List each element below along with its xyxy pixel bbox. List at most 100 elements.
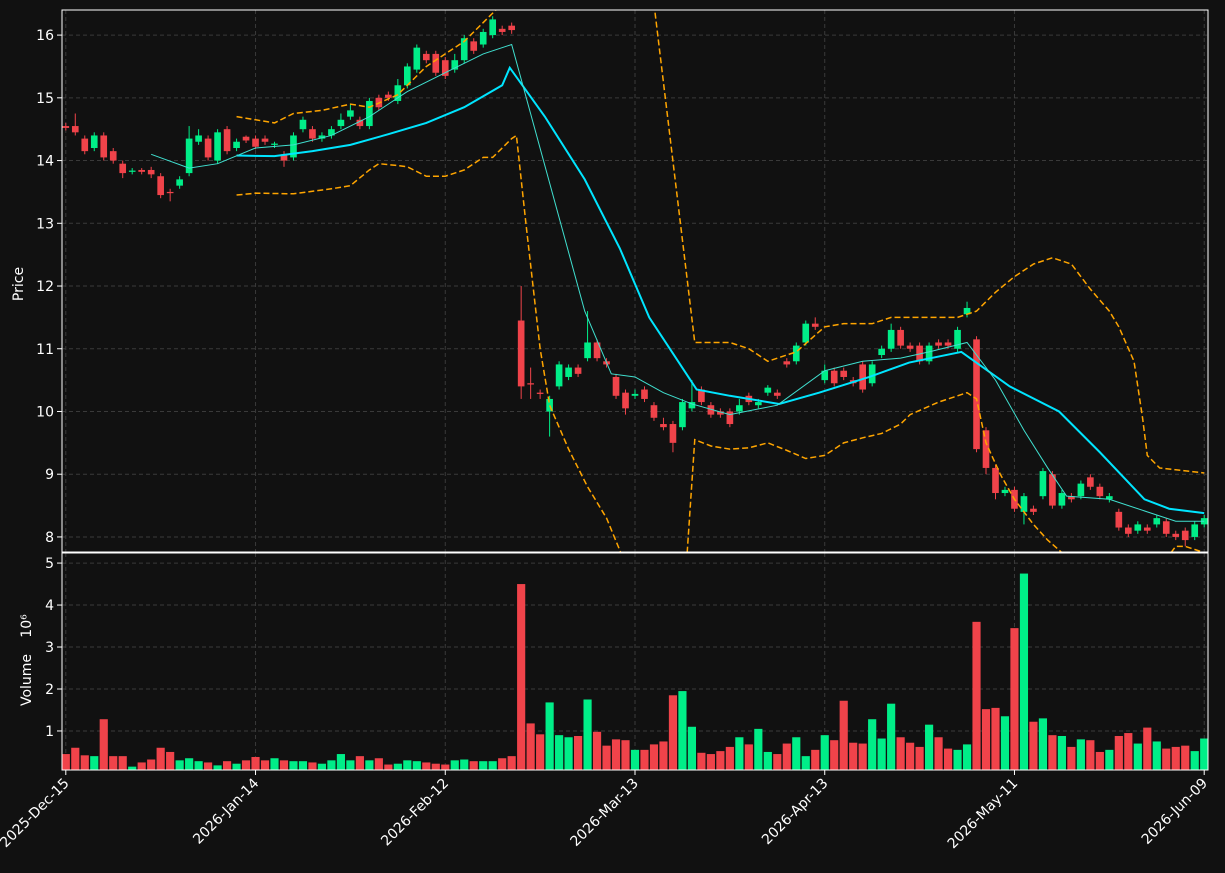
volume-bar xyxy=(460,759,469,770)
volume-bar xyxy=(99,719,108,770)
candle-body xyxy=(100,135,108,158)
candle-body xyxy=(612,376,620,396)
volume-bar xyxy=(706,754,715,770)
candle-body xyxy=(309,129,316,139)
candle-body xyxy=(109,151,117,161)
volume-bar xyxy=(61,754,70,770)
candle-body xyxy=(185,138,193,174)
volume-bar xyxy=(725,746,734,770)
volume-bar xyxy=(621,740,630,770)
volume-bar xyxy=(308,762,317,770)
volume-bar xyxy=(412,761,421,770)
volume-bar xyxy=(1076,739,1085,770)
volume-bar xyxy=(279,760,289,770)
candle-body xyxy=(555,364,563,387)
indicator-line xyxy=(686,391,1063,552)
volume-bar xyxy=(564,737,573,770)
volume-bar xyxy=(260,760,270,770)
candle-body xyxy=(717,411,724,415)
candles xyxy=(62,10,1208,552)
candle-body xyxy=(878,348,885,356)
candle-body xyxy=(906,345,914,349)
volume-bar xyxy=(830,740,839,770)
volume-bar xyxy=(915,746,924,770)
candle-body xyxy=(119,163,127,174)
candle-body xyxy=(394,85,402,101)
volume-bar xyxy=(744,744,753,770)
candle-body xyxy=(81,138,89,152)
volume-bar xyxy=(1038,718,1048,770)
candle-body xyxy=(982,430,990,468)
volume-bar xyxy=(185,758,194,770)
volume-bar xyxy=(137,762,146,770)
candle-body xyxy=(1049,474,1056,506)
volume-bar xyxy=(678,691,687,770)
volume-bar xyxy=(1162,748,1171,770)
volume-bar xyxy=(507,756,516,770)
volume-bar xyxy=(384,764,393,770)
volume-bar xyxy=(1057,736,1066,770)
candle-body xyxy=(821,370,829,381)
volume-bar xyxy=(820,735,829,770)
volume-bar xyxy=(801,756,810,770)
volume-bar xyxy=(194,761,203,770)
volume-bar xyxy=(336,754,345,770)
candle-body xyxy=(830,370,838,384)
volume-bar xyxy=(1067,746,1076,770)
volume-bar xyxy=(251,756,260,770)
candle-body xyxy=(593,342,601,359)
y-tick-label: 8 xyxy=(45,530,54,546)
candle-body xyxy=(925,345,933,362)
candle-body xyxy=(546,398,553,412)
volume-bar xyxy=(858,743,867,770)
candle-body xyxy=(1124,527,1132,534)
candle-body xyxy=(1106,496,1113,500)
volume-bar xyxy=(365,760,374,770)
candle-body xyxy=(764,387,772,393)
volume-bar xyxy=(289,761,298,770)
candle-body xyxy=(385,94,392,98)
y-tick-label: 10 xyxy=(36,404,54,420)
volume-bar xyxy=(1190,751,1199,770)
candle-body xyxy=(356,119,364,127)
candle-body xyxy=(290,135,297,158)
volume-bar xyxy=(1152,741,1161,770)
candle-body xyxy=(1181,530,1189,541)
candle-body xyxy=(128,170,136,172)
volume-bar xyxy=(1133,743,1142,770)
volume-bar xyxy=(630,749,640,770)
candle-body xyxy=(802,323,810,343)
candle-body xyxy=(432,53,440,73)
volume-bar xyxy=(317,763,327,770)
volume-bar xyxy=(934,737,943,770)
candle-body xyxy=(897,329,904,346)
volume-bar xyxy=(118,756,127,770)
candle-body xyxy=(271,143,278,145)
volume-bar xyxy=(991,707,1000,770)
volume-bar xyxy=(906,742,915,770)
candle-body xyxy=(489,19,497,36)
volume-bar xyxy=(773,754,782,770)
volume-bar xyxy=(222,761,232,770)
volume-bar xyxy=(431,763,440,770)
candle-body xyxy=(660,424,667,428)
candle-body xyxy=(992,467,999,494)
volume-bar xyxy=(611,739,621,770)
candle-body xyxy=(204,138,212,158)
indicator-line xyxy=(151,43,1205,522)
volume-bar xyxy=(166,751,175,770)
volume-bar xyxy=(943,748,953,770)
candle-body xyxy=(1134,524,1142,531)
volume-bar xyxy=(1000,716,1010,770)
candle-body xyxy=(195,135,202,142)
candle-body xyxy=(1153,518,1161,525)
candle-body xyxy=(783,361,791,365)
volume-bar xyxy=(583,699,592,770)
volume-bar xyxy=(422,762,431,770)
price-frame xyxy=(61,9,1209,553)
volume-bar xyxy=(811,749,820,770)
volume-bar xyxy=(782,743,791,770)
volume-bar xyxy=(981,709,991,770)
candle-body xyxy=(441,60,449,76)
candle-body xyxy=(403,66,411,86)
